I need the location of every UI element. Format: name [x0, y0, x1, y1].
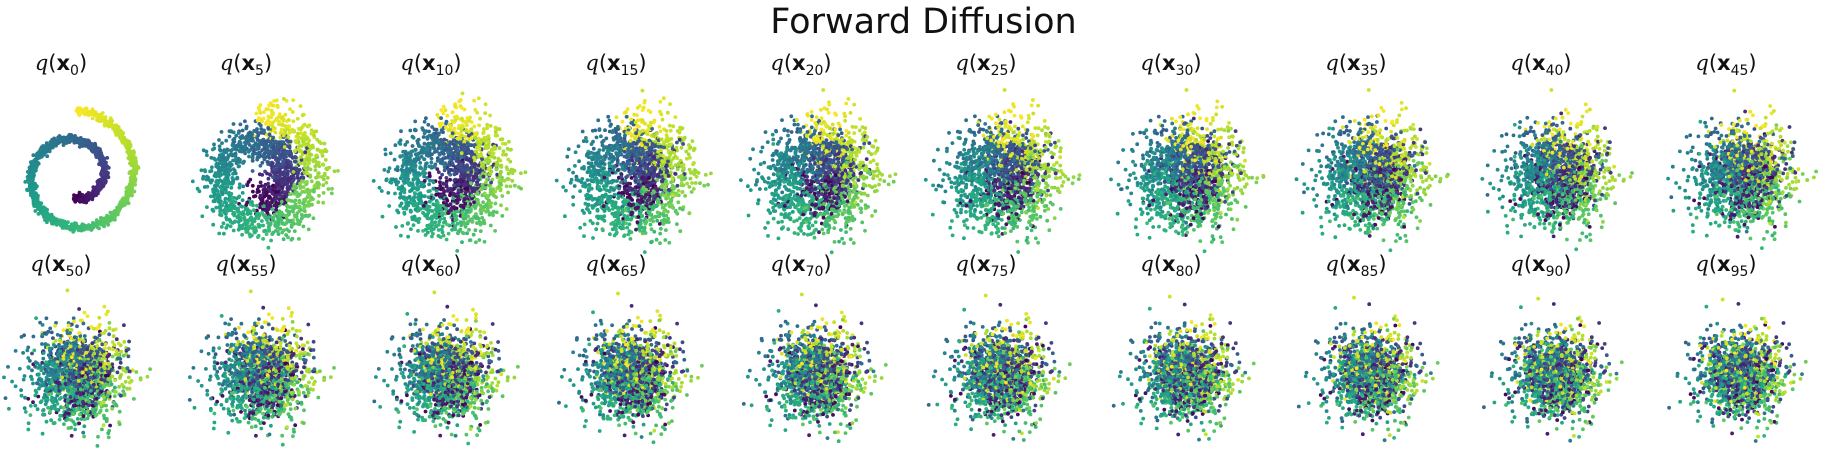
figure-title: Forward Diffusion — [0, 2, 1847, 42]
scatter-points-45 — [1666, 88, 1818, 251]
panel-20: q(x20) — [739, 51, 898, 255]
panel-15: q(x15) — [554, 51, 713, 255]
scatter-points-0 — [23, 106, 141, 234]
scatter-points-90 — [1482, 296, 1624, 443]
panel-80: q(x80) — [1111, 252, 1256, 442]
panel-title-75: q(x75) — [955, 252, 1016, 280]
panel-title-70: q(x70) — [770, 252, 831, 280]
scatter-points-95 — [1667, 297, 1808, 443]
panel-25: q(x25) — [923, 51, 1082, 254]
panel-title-10: q(x10) — [400, 51, 461, 79]
panel-title-45: q(x45) — [1695, 51, 1756, 79]
panel-95: q(x95) — [1667, 252, 1808, 443]
panel-title-50: q(x50) — [30, 252, 91, 280]
panel-title-55: q(x55) — [215, 252, 276, 280]
scatter-points-85 — [1296, 295, 1440, 443]
panel-5: q(x5) — [190, 51, 340, 250]
panel-45: q(x45) — [1666, 51, 1818, 251]
scatter-points-75 — [926, 293, 1072, 442]
panel-title-85: q(x85) — [1325, 252, 1386, 280]
panel-title-95: q(x95) — [1695, 252, 1756, 280]
scatter-points-25 — [923, 88, 1082, 254]
panel-title-65: q(x65) — [585, 252, 646, 280]
panel-title-90: q(x90) — [1510, 252, 1571, 280]
panel-title-35: q(x35) — [1325, 51, 1386, 79]
panel-30: q(x30) — [1109, 51, 1266, 254]
panel-0: q(x0) — [23, 51, 141, 234]
scatter-points-40 — [1480, 88, 1634, 252]
panel-60: q(x60) — [372, 252, 520, 446]
scatter-points-70 — [741, 292, 888, 444]
scatter-points-65 — [557, 291, 704, 445]
panel-title-25: q(x25) — [955, 51, 1016, 79]
scatter-points-30 — [1109, 88, 1266, 254]
panel-35: q(x35) — [1294, 51, 1450, 253]
scatter-points-50 — [2, 288, 153, 448]
panel-title-0: q(x0) — [35, 51, 87, 79]
panel-title-20: q(x20) — [770, 51, 831, 79]
panel-title-30: q(x30) — [1140, 51, 1201, 79]
scatter-points-80 — [1111, 294, 1256, 442]
panel-title-5: q(x5) — [220, 51, 272, 79]
panel-40: q(x40) — [1480, 51, 1634, 252]
scatter-points-10 — [371, 91, 528, 253]
panel-10: q(x10) — [371, 51, 528, 253]
panel-50: q(x50) — [2, 252, 153, 448]
panel-title-60: q(x60) — [400, 252, 461, 280]
panel-title-80: q(x80) — [1140, 252, 1201, 280]
panel-85: q(x85) — [1296, 252, 1440, 443]
panel-title-15: q(x15) — [585, 51, 646, 79]
panel-55: q(x55) — [187, 252, 336, 447]
panel-75: q(x75) — [926, 252, 1072, 442]
scatter-points-15 — [554, 88, 713, 255]
scatter-points-60 — [372, 290, 520, 446]
panel-70: q(x70) — [741, 252, 888, 444]
panel-65: q(x65) — [557, 252, 704, 445]
panel-90: q(x90) — [1482, 252, 1624, 443]
scatter-points-35 — [1294, 88, 1450, 253]
scatter-points-5 — [190, 97, 340, 250]
scatter-points-55 — [187, 289, 336, 447]
scatter-points-20 — [739, 88, 898, 255]
panel-title-40: q(x40) — [1510, 51, 1571, 79]
